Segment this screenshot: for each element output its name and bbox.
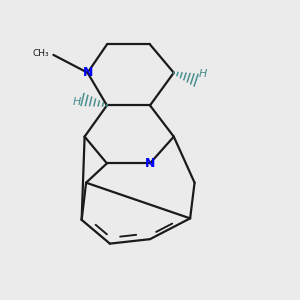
- Text: H: H: [72, 98, 81, 107]
- Text: H: H: [199, 69, 207, 79]
- Text: CH₃: CH₃: [32, 49, 49, 58]
- Text: N: N: [82, 66, 93, 79]
- Text: N: N: [145, 157, 155, 170]
